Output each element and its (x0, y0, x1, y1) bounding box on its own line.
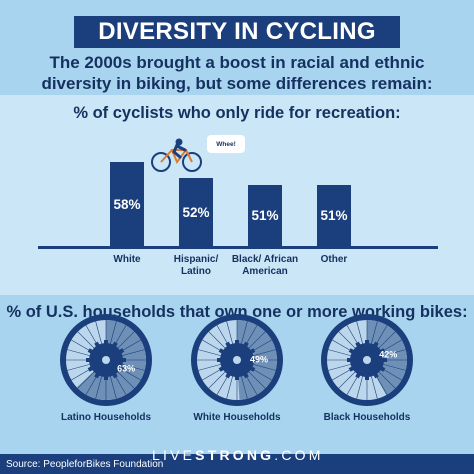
gear-tooth (365, 375, 369, 380)
bar-category-label: Hispanic/ Latino (173, 254, 219, 277)
gear-tooth (217, 358, 222, 362)
gear-tooth (104, 375, 108, 380)
wheel-chart: 63% (60, 314, 152, 406)
pie-value-label: 63% (117, 364, 135, 374)
wheel-label: Black Households (323, 412, 411, 423)
gear-tooth (104, 340, 108, 345)
gear-tooth (355, 371, 362, 379)
gear-tooth (248, 348, 256, 355)
gear-tooth (87, 365, 95, 372)
gear-tooth (355, 341, 362, 349)
gear-tooth (218, 365, 226, 372)
gear-tooth (347, 358, 352, 362)
gear-tooth (225, 341, 232, 349)
gear-tooth (94, 341, 101, 349)
gear-tooth (372, 341, 379, 349)
bar-chart-title: % of cyclists who only ride for recreati… (73, 104, 401, 122)
footer-bar (0, 454, 474, 474)
brand-logo: LIVESTRONG.COM (152, 447, 324, 463)
bar: 51% (248, 185, 282, 246)
bar-axis (38, 246, 438, 249)
gear-tooth (235, 340, 239, 345)
gear-tooth (225, 371, 232, 379)
recreation-panel (0, 95, 474, 295)
gear-tooth (252, 358, 257, 362)
gear-tooth (378, 365, 386, 372)
gear-tooth (348, 348, 356, 355)
gear-tooth (111, 371, 118, 379)
gear-tooth (111, 341, 118, 349)
page-title: DIVERSITY IN CYCLING (74, 16, 400, 48)
gear-tooth (121, 358, 126, 362)
gear-tooth (94, 371, 101, 379)
wheel-chart: 42% (321, 314, 413, 406)
wheel-chart: 49% (191, 314, 283, 406)
gear-tooth (348, 365, 356, 372)
pie-value-label: 42% (379, 350, 397, 360)
gear-tooth (87, 348, 95, 355)
gear-tooth (242, 371, 249, 379)
gear-tooth (248, 365, 256, 372)
gear-tooth (86, 358, 91, 362)
gear-tooth (372, 371, 379, 379)
hub-center (363, 356, 371, 364)
bar: 58% (110, 162, 144, 246)
bar-category-label: White (113, 254, 141, 265)
cyclist-icon (151, 138, 202, 172)
gear-tooth (242, 341, 249, 349)
source-credit: Source: PeopleforBikes Foundation (6, 459, 164, 470)
hub-center (233, 356, 241, 364)
pie-value-label: 49% (250, 354, 268, 364)
gear-tooth (235, 375, 239, 380)
gear-tooth (378, 348, 386, 355)
bar: 52% (179, 178, 213, 246)
gear-tooth (117, 365, 125, 372)
bar-category-label: Other (320, 254, 348, 265)
gear-tooth (365, 340, 369, 345)
gear-tooth (117, 348, 125, 355)
gear-tooth (382, 358, 387, 362)
hub-center (102, 356, 110, 364)
bar-category-label: Black/ African American (231, 254, 299, 277)
bar: 51% (317, 185, 351, 246)
subtitle: The 2000s brought a boost in racial and … (41, 53, 433, 93)
wheel-label: Latino Households (61, 412, 151, 423)
wheel-label: White Households (193, 412, 281, 423)
speech-bubble: Whee! (207, 135, 245, 153)
gear-tooth (218, 348, 226, 355)
